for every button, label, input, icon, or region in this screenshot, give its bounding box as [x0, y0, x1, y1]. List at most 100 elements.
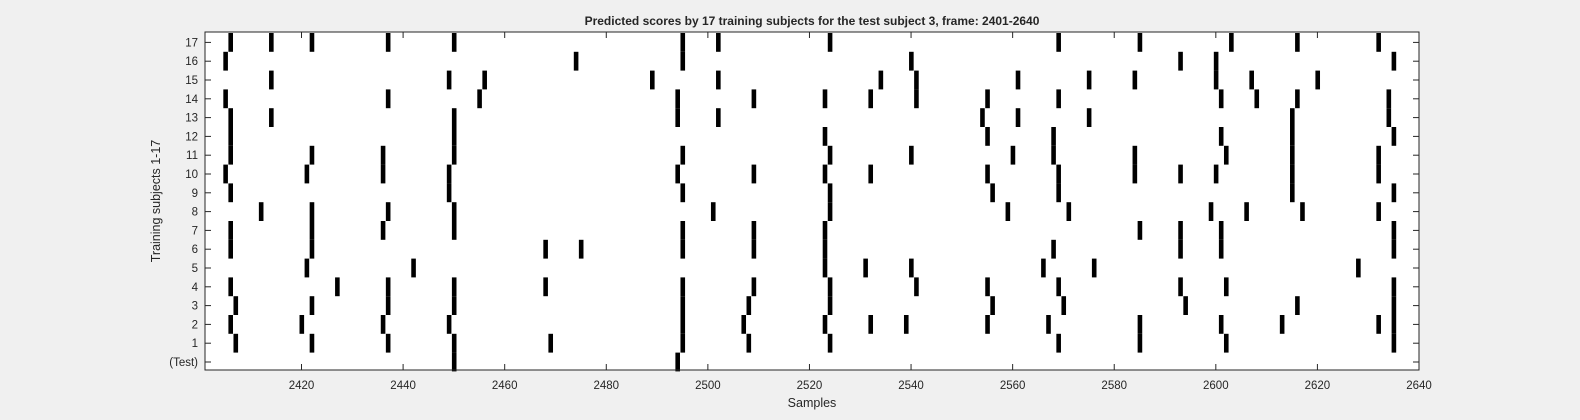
x-tick-label: 2520 — [797, 380, 823, 392]
event-marks — [223, 33, 1397, 372]
event-mark — [822, 89, 828, 109]
event-mark — [223, 89, 228, 109]
event-mark — [228, 239, 233, 259]
event-mark — [309, 202, 315, 221]
event-mark — [680, 183, 686, 203]
event-mark — [827, 183, 833, 203]
event-mark — [380, 164, 386, 184]
event-mark — [1218, 221, 1224, 240]
event-mark — [380, 145, 386, 165]
event-mark — [385, 296, 391, 315]
x-tick-label: 2560 — [1000, 380, 1026, 392]
event-mark — [751, 89, 757, 109]
event-mark — [914, 277, 919, 297]
event-mark — [335, 277, 340, 297]
event-mark — [1300, 202, 1305, 221]
event-mark — [304, 164, 310, 184]
event-mark — [1178, 277, 1183, 297]
event-mark — [675, 89, 680, 109]
event-mark — [1386, 89, 1392, 109]
event-mark — [1218, 89, 1224, 109]
event-mark — [822, 239, 828, 259]
event-mark — [980, 108, 985, 127]
event-mark — [868, 89, 874, 109]
event-mark — [680, 221, 686, 240]
x-tick-label: 2460 — [492, 380, 518, 392]
event-mark — [868, 164, 874, 184]
event-mark — [385, 89, 391, 109]
event-mark — [1010, 145, 1016, 165]
event-mark — [1376, 145, 1381, 165]
event-mark — [451, 333, 457, 353]
y-tick-label: 6 — [192, 244, 198, 256]
event-mark — [990, 183, 995, 203]
x-axis-label: Samples — [788, 396, 837, 410]
event-mark — [1213, 70, 1219, 90]
event-mark — [1391, 315, 1397, 334]
event-mark — [1290, 108, 1295, 127]
event-mark — [680, 239, 686, 259]
event-mark — [228, 127, 233, 146]
event-mark — [258, 202, 264, 221]
chart-title: Predicted scores by 17 training subjects… — [585, 14, 1040, 28]
event-mark — [1051, 145, 1056, 165]
event-mark — [1386, 108, 1392, 127]
y-tick-label: 14 — [185, 94, 198, 106]
event-mark — [1178, 221, 1183, 240]
event-mark — [1056, 89, 1061, 109]
event-mark — [746, 296, 752, 315]
event-mark — [1391, 127, 1397, 146]
event-mark — [863, 258, 868, 278]
event-mark — [1051, 127, 1056, 146]
event-mark — [228, 277, 233, 297]
event-mark — [1391, 239, 1397, 259]
event-mark — [822, 258, 828, 278]
event-mark — [1213, 51, 1219, 71]
event-mark — [1051, 239, 1056, 259]
event-mark — [1290, 127, 1295, 146]
y-tick-label: 15 — [185, 75, 198, 87]
event-mark — [1376, 315, 1381, 334]
event-mark — [680, 33, 686, 52]
event-mark — [451, 33, 457, 52]
event-mark — [1376, 202, 1381, 221]
event-mark — [827, 277, 833, 297]
event-mark — [903, 315, 909, 334]
event-mark — [451, 277, 457, 297]
event-mark — [914, 70, 919, 90]
event-mark — [1137, 333, 1143, 353]
event-mark — [822, 127, 828, 146]
event-mark — [233, 296, 239, 315]
event-mark — [451, 202, 457, 221]
event-mark — [710, 202, 716, 221]
event-mark — [385, 33, 391, 52]
event-mark — [1132, 145, 1138, 165]
x-tick-label: 2580 — [1101, 380, 1127, 392]
event-mark — [1218, 239, 1224, 259]
event-mark — [1295, 296, 1300, 315]
y-tick-label: 11 — [186, 150, 198, 162]
event-mark — [451, 145, 457, 165]
event-mark — [269, 70, 274, 90]
event-mark — [451, 127, 457, 146]
event-mark — [822, 315, 828, 334]
event-mark — [985, 89, 990, 109]
event-mark — [1015, 108, 1021, 127]
event-mark — [1178, 164, 1183, 184]
event-mark — [1137, 33, 1143, 52]
event-mark — [1086, 108, 1092, 127]
event-mark — [1254, 89, 1260, 109]
y-tick-label: 9 — [192, 188, 198, 200]
event-mark — [1137, 221, 1143, 240]
event-mark — [451, 221, 457, 240]
event-mark — [380, 315, 386, 334]
event-mark — [1086, 70, 1092, 90]
y-tick-label: 13 — [185, 113, 198, 125]
event-mark — [680, 51, 686, 71]
event-mark — [914, 89, 919, 109]
event-mark — [385, 277, 391, 297]
event-mark — [385, 333, 391, 353]
x-tick-label: 2600 — [1203, 380, 1229, 392]
event-mark — [269, 108, 274, 127]
event-mark — [385, 202, 391, 221]
